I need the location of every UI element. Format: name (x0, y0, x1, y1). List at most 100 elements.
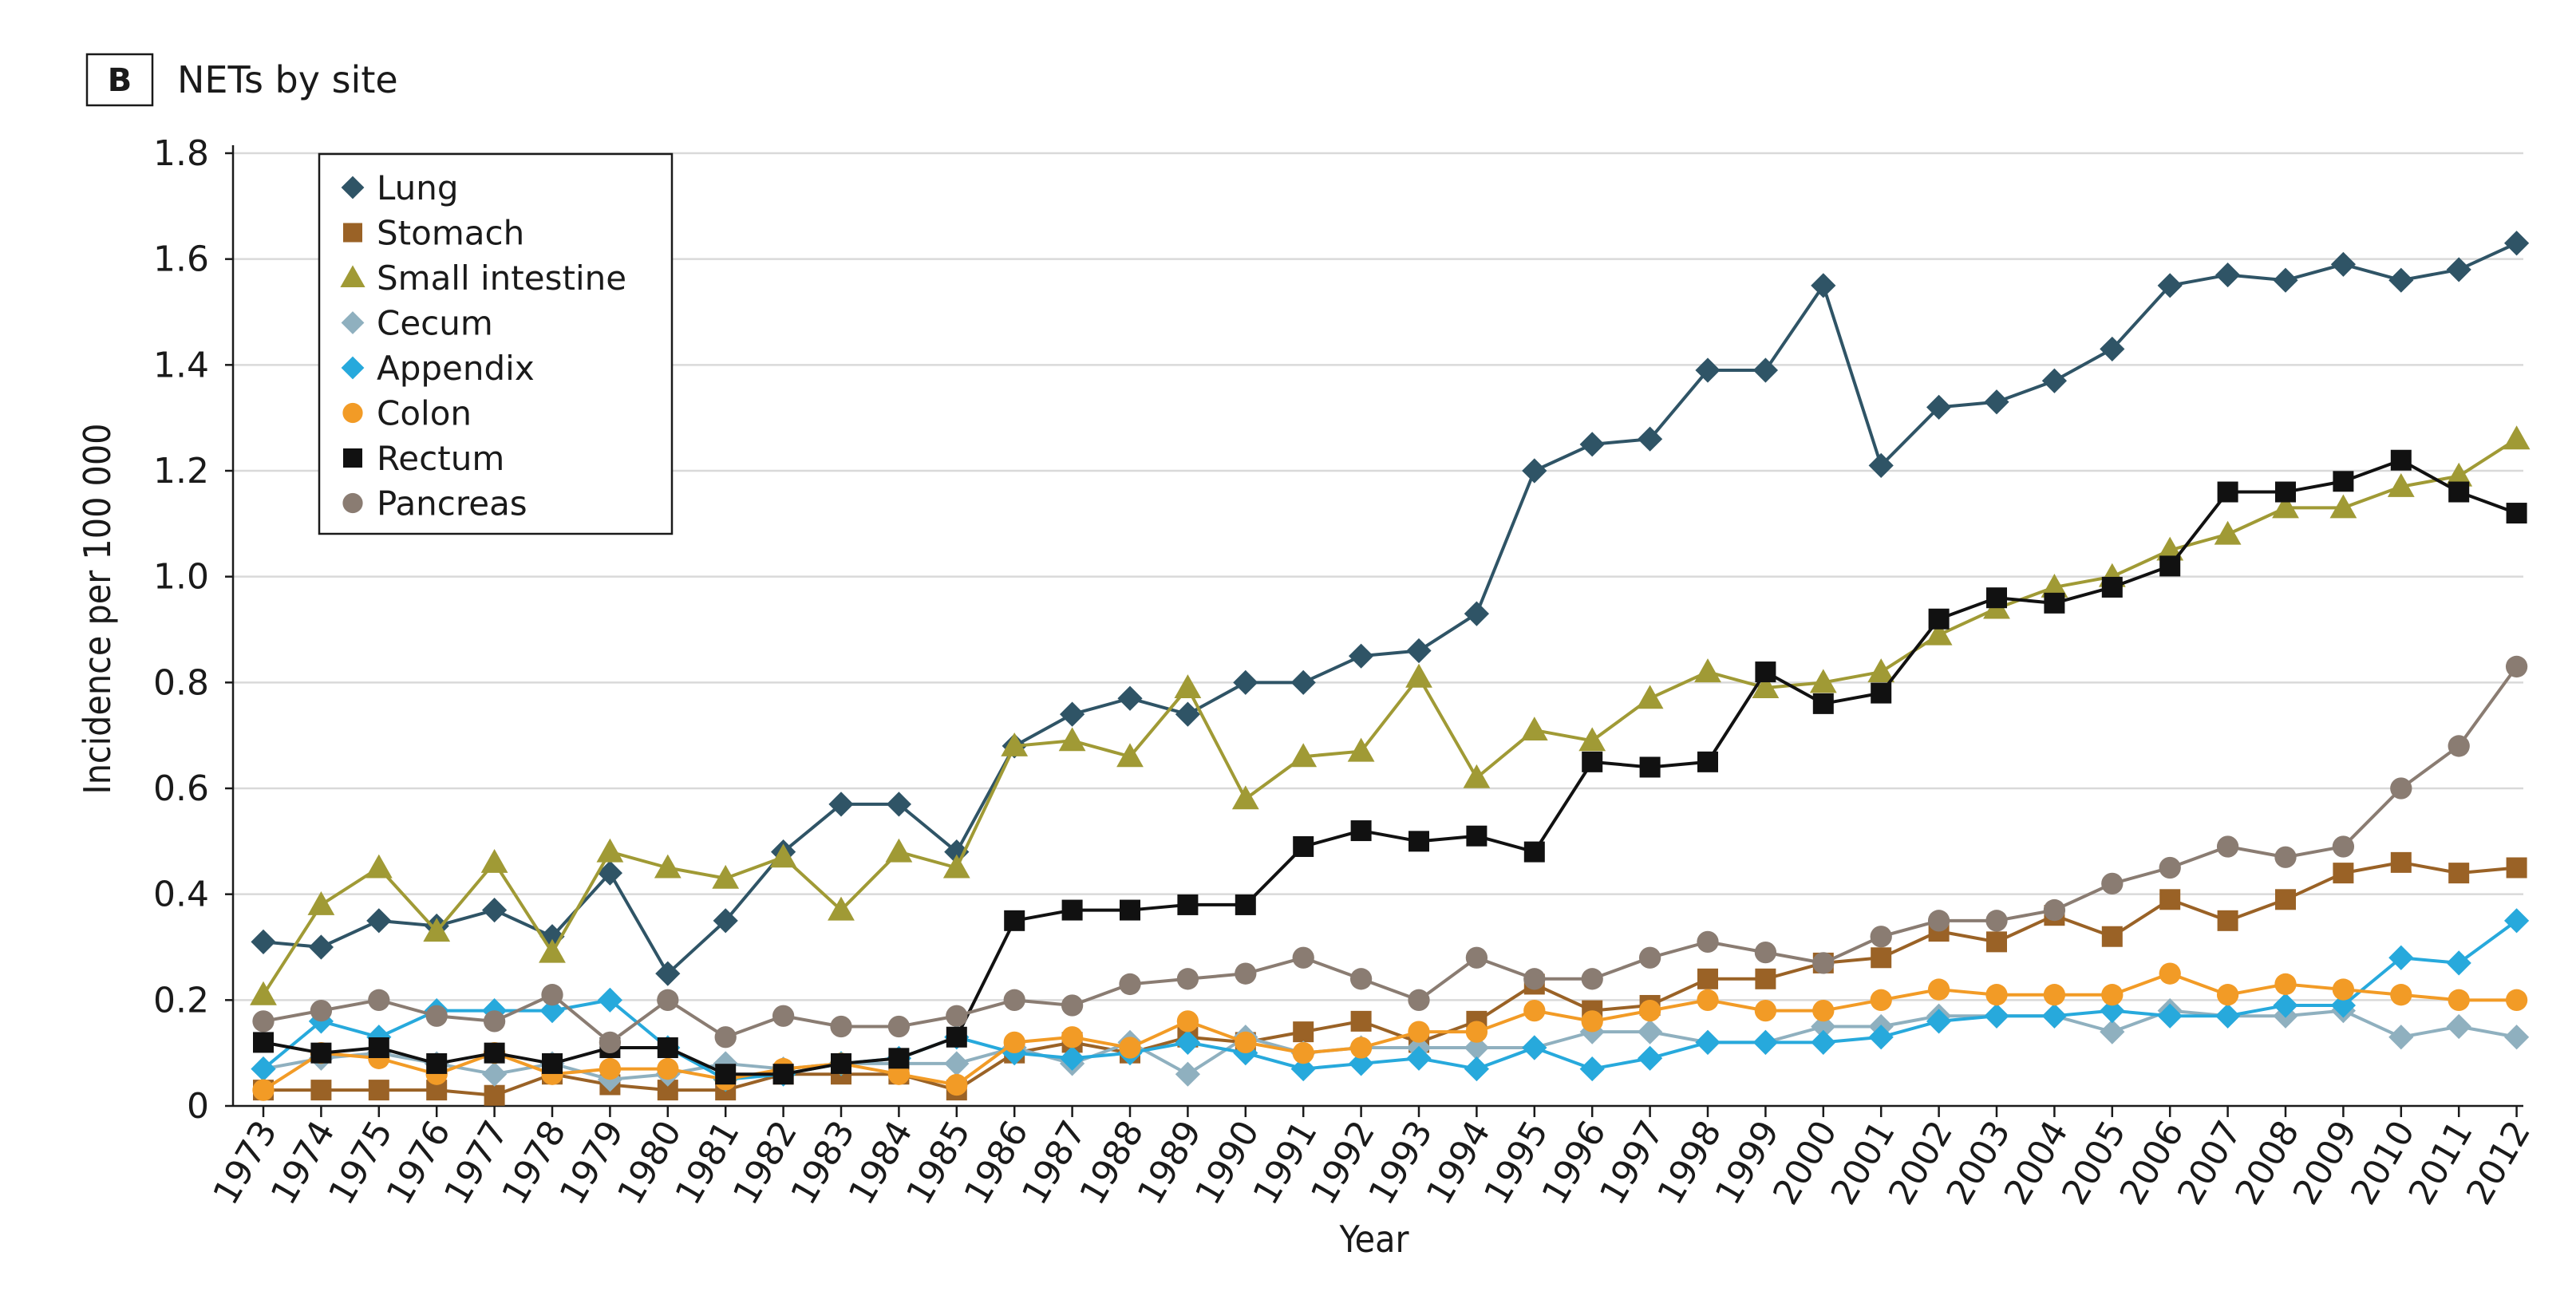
data-point-cecum (482, 1061, 508, 1087)
data-point-pancreas (946, 1005, 968, 1027)
data-point-small-intestine (712, 864, 740, 889)
data-point-colon (1003, 1031, 1025, 1054)
data-point-pancreas (1061, 994, 1084, 1017)
data-point-rectum (1928, 608, 1950, 630)
data-point-stomach (2390, 851, 2412, 873)
data-point-small-intestine (769, 843, 797, 868)
data-point-pancreas (2505, 655, 2528, 678)
data-point-lung (1117, 685, 1143, 711)
data-point-rectum (657, 1037, 678, 1059)
data-point-small-intestine (2387, 473, 2415, 497)
data-point-colon (887, 1063, 911, 1085)
data-point-small-intestine (2156, 536, 2184, 561)
data-point-colon (1697, 989, 1719, 1011)
data-point-rectum (1697, 751, 1718, 772)
data-point-lung (597, 860, 622, 886)
data-point-stomach (1293, 1021, 1314, 1043)
data-point-stomach (368, 1080, 389, 1101)
y-tick-label: 0.2 (153, 980, 209, 1021)
data-point-stomach (2275, 889, 2296, 910)
data-point-appendix (1695, 1029, 1721, 1055)
data-point-small-intestine (1925, 621, 1953, 646)
data-point-pancreas (599, 1031, 622, 1054)
data-point-colon (1176, 1010, 1199, 1033)
data-point-lung (1926, 394, 1952, 420)
data-point-appendix (1406, 1045, 1432, 1071)
data-point-pancreas (1581, 968, 1603, 990)
data-point-rectum (310, 1042, 332, 1064)
data-point-lung (1984, 389, 2009, 415)
data-point-pancreas (1754, 941, 1777, 964)
data-point-small-intestine (1058, 727, 1086, 752)
y-tick-label: 0.4 (153, 875, 209, 915)
data-point-small-intestine (1347, 737, 1375, 762)
data-point-lung (2388, 267, 2414, 293)
series-line-stomach (263, 860, 2517, 1097)
data-point-colon (1349, 1037, 1373, 1059)
data-point-appendix (1290, 1056, 1316, 1082)
series-lung (251, 231, 2530, 986)
data-point-cecum (944, 1051, 970, 1076)
data-point-lung (1175, 701, 1200, 727)
data-point-colon (2505, 989, 2528, 1011)
data-point-stomach (2159, 889, 2181, 910)
data-point-pancreas (1292, 946, 1314, 969)
data-point-rectum (426, 1052, 448, 1074)
data-point-rectum (368, 1037, 389, 1059)
data-point-pancreas (2216, 835, 2239, 858)
data-point-appendix (2504, 908, 2530, 934)
data-point-rectum (1755, 661, 1776, 683)
series-line-appendix (262, 919, 2518, 1081)
data-point-small-intestine (1694, 658, 1721, 683)
data-point-appendix (251, 1056, 276, 1082)
data-point-lung (655, 961, 681, 986)
legend-marker-small-intestine (340, 265, 365, 287)
data-point-pancreas (1927, 910, 1950, 932)
legend-label-appendix: Appendix (377, 349, 535, 388)
data-point-lung (886, 792, 911, 817)
legend-marker-stomach (343, 223, 362, 243)
data-point-lung (366, 908, 392, 934)
data-point-small-intestine (2041, 574, 2068, 598)
data-point-lung (2041, 368, 2067, 393)
data-point-rectum (1639, 756, 1661, 778)
axes (225, 145, 2523, 1117)
data-point-appendix (1522, 1035, 1547, 1060)
y-tick-label: 0.8 (153, 662, 209, 703)
data-point-pancreas (1349, 968, 1373, 990)
data-point-appendix (1349, 1051, 1374, 1076)
data-point-lung (1406, 638, 1432, 664)
data-point-appendix (1175, 1029, 1200, 1055)
data-point-rectum (888, 1048, 910, 1069)
data-point-lung (1868, 452, 1894, 478)
data-point-lung (251, 929, 276, 954)
data-point-rectum (1120, 899, 1140, 921)
data-point-rectum (1350, 820, 1372, 842)
legend-label-rectum: Rectum (377, 439, 504, 478)
data-point-small-intestine (2503, 425, 2531, 450)
data-point-rectum (1523, 841, 1545, 863)
data-point-small-intestine (1290, 743, 1318, 768)
data-point-appendix (1060, 1045, 1085, 1071)
data-point-cecum (1638, 1019, 1663, 1044)
data-point-pancreas (657, 989, 679, 1011)
data-point-small-intestine (1116, 743, 1144, 768)
data-point-appendix (1464, 1056, 1489, 1082)
data-point-small-intestine (1231, 785, 1259, 810)
data-point-appendix (2330, 993, 2356, 1018)
legend-box (318, 152, 674, 535)
data-point-colon (2448, 989, 2470, 1011)
data-point-colon (2159, 962, 2181, 985)
data-point-lung (1811, 273, 1836, 298)
data-point-colon (1292, 1042, 1314, 1064)
data-point-rectum (715, 1064, 737, 1085)
y-tick-label: 1.0 (153, 557, 209, 598)
data-point-cecum (2388, 1025, 2414, 1050)
legend-marker-pancreas (342, 492, 363, 514)
data-point-appendix (2041, 1003, 2067, 1029)
data-point-lung (1695, 357, 1721, 383)
data-point-stomach (2101, 926, 2123, 947)
data-point-appendix (1984, 1003, 2009, 1029)
data-point-colon (1985, 984, 2008, 1006)
